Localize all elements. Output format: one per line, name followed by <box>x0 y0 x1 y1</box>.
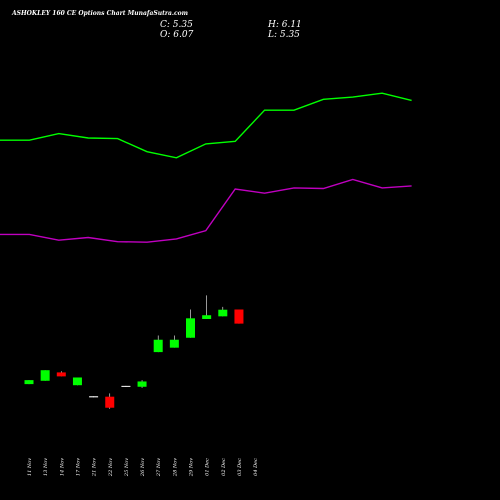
x-tick-label: 03 Dec <box>237 458 243 476</box>
candle-body <box>202 315 212 319</box>
candle <box>218 306 228 317</box>
low-value: L: 5.35 <box>267 30 300 40</box>
candle <box>72 377 82 386</box>
x-tick-label: 29 Nov <box>189 458 195 477</box>
x-tick-label: 25 Nov <box>124 458 130 477</box>
high-value: H: 6.11 <box>267 20 302 30</box>
x-tick-label: 26 Nov <box>140 458 146 477</box>
candle <box>40 370 50 381</box>
chart-title: ASHOKLEY 160 CE Options Chart MunafaSutr… <box>11 10 188 17</box>
x-axis-ticks: 11 Nov 13 Nov 14 Nov 17 Nov 21 Nov 22 Nov 25 N… <box>27 458 259 477</box>
candle-body <box>40 370 50 381</box>
x-tick-label: 04 Dec <box>253 458 259 476</box>
x-tick-label: 22 Nov <box>108 458 114 477</box>
candle-body <box>72 377 82 386</box>
x-tick-label: 27 Nov <box>156 458 162 477</box>
candle-body <box>234 309 244 324</box>
candle-body <box>89 396 99 398</box>
indicator-lines <box>0 92 412 243</box>
candle <box>234 309 244 324</box>
candle-body <box>169 339 179 348</box>
x-tick-label: 11 Nov <box>27 458 33 476</box>
candle-body <box>105 396 115 408</box>
candle-body <box>121 385 131 387</box>
open-value: O: 6.07 <box>160 30 194 40</box>
candle <box>153 335 163 353</box>
candle-body <box>137 381 147 387</box>
x-tick-label: 17 Nov <box>75 458 81 476</box>
x-tick-label: 13 Nov <box>43 458 49 476</box>
candle <box>105 393 115 409</box>
candle-body <box>24 380 34 385</box>
candle-body <box>153 339 163 353</box>
candle <box>89 396 99 398</box>
candle <box>169 335 179 348</box>
indicator-line-1 <box>0 92 412 159</box>
x-tick-label: 01 Dec <box>205 458 211 476</box>
candle <box>202 295 212 319</box>
candle <box>137 380 147 388</box>
candle-body <box>56 372 66 377</box>
close-value: C: 5.35 <box>160 20 193 30</box>
candle <box>56 371 66 377</box>
candle-body <box>186 318 195 338</box>
x-tick-label: 02 Dec <box>221 458 227 476</box>
candle-body <box>218 309 228 317</box>
x-tick-label: 28 Nov <box>172 458 178 477</box>
candle <box>24 380 34 385</box>
x-tick-label: 21 Nov <box>92 458 98 477</box>
candle <box>186 309 195 338</box>
candles <box>24 295 244 409</box>
x-tick-label: 14 Nov <box>59 458 65 476</box>
candle <box>121 385 131 387</box>
indicator-line-2 <box>0 178 412 243</box>
